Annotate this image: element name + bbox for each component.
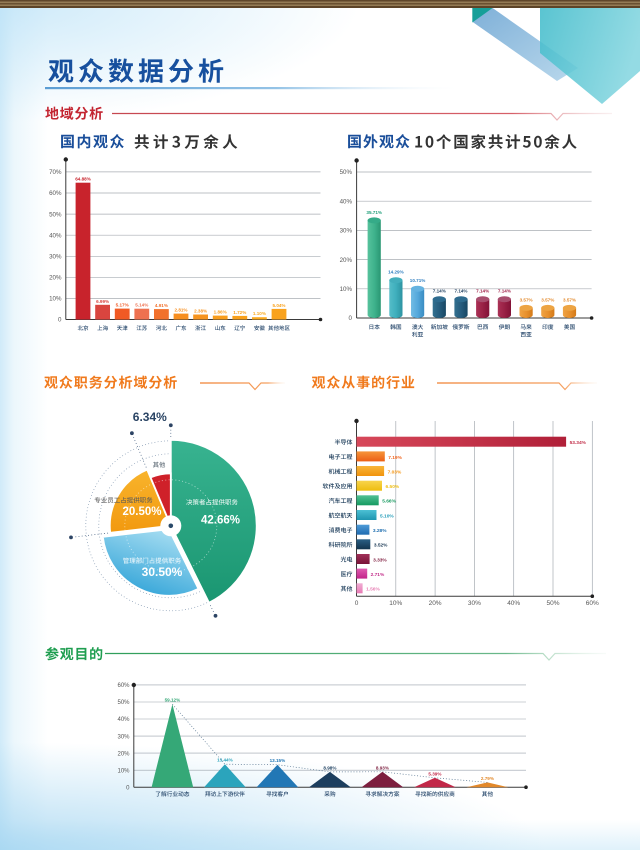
svg-text:20%: 20% (429, 600, 442, 607)
svg-text:13.15%: 13.15% (270, 758, 286, 763)
svg-text:5.04%: 5.04% (272, 303, 285, 308)
svg-text:0: 0 (349, 315, 353, 322)
svg-text:53.34%: 53.34% (570, 440, 587, 446)
svg-text:0: 0 (126, 785, 130, 791)
svg-text:1.72%: 1.72% (233, 310, 246, 315)
svg-text:1.86%: 1.86% (214, 310, 227, 315)
svg-text:6.34%: 6.34% (133, 410, 167, 424)
svg-text:3.52%: 3.52% (374, 543, 388, 549)
svg-text:8.98%: 8.98% (323, 765, 336, 770)
svg-text:5.39%: 5.39% (428, 771, 441, 776)
svg-text:4.91%: 4.91% (155, 303, 168, 308)
svg-text:1.10%: 1.10% (253, 311, 266, 316)
svg-text:40%: 40% (340, 198, 353, 205)
svg-text:40%: 40% (507, 600, 520, 607)
svg-text:5.10%: 5.10% (380, 513, 394, 519)
svg-text:30%: 30% (49, 253, 62, 260)
svg-text:30%: 30% (468, 600, 481, 607)
svg-text:30%: 30% (117, 734, 130, 740)
svg-text:20%: 20% (49, 275, 62, 282)
svg-text:30%: 30% (340, 228, 353, 235)
svg-text:64.88%: 64.88% (75, 177, 91, 182)
svg-text:7.14%: 7.14% (454, 289, 467, 294)
svg-text:3.57%: 3.57% (563, 297, 576, 302)
svg-text:2.71%: 2.71% (371, 572, 385, 578)
svg-text:50%: 50% (49, 211, 62, 218)
svg-text:3.33%: 3.33% (373, 557, 387, 563)
svg-text:20.50%: 20.50% (122, 506, 161, 518)
svg-text:20%: 20% (340, 257, 353, 264)
svg-text:50%: 50% (546, 600, 559, 607)
svg-text:8.93%: 8.93% (376, 765, 389, 770)
svg-text:0: 0 (58, 317, 62, 324)
svg-text:10%: 10% (49, 296, 62, 303)
svg-text:2.38%: 2.38% (194, 308, 207, 313)
svg-text:7.14%: 7.14% (433, 289, 446, 294)
svg-text:6.99%: 6.99% (96, 299, 109, 304)
svg-text:3.57%: 3.57% (541, 297, 554, 302)
svg-text:3.28%: 3.28% (373, 528, 387, 534)
svg-text:35.71%: 35.71% (366, 210, 382, 215)
svg-text:59.12%: 59.12% (165, 698, 181, 703)
svg-text:2.79%: 2.79% (481, 776, 494, 781)
svg-text:13.44%: 13.44% (217, 758, 233, 763)
svg-text:10%: 10% (340, 286, 353, 293)
svg-text:7.03%: 7.03% (388, 469, 402, 475)
svg-text:30.50%: 30.50% (142, 565, 183, 579)
svg-text:10%: 10% (117, 768, 130, 774)
svg-text:70%: 70% (49, 169, 62, 176)
svg-text:7.14%: 7.14% (476, 289, 489, 294)
svg-text:60%: 60% (49, 190, 62, 197)
svg-text:5.66%: 5.66% (382, 499, 396, 505)
svg-text:1.56%: 1.56% (366, 587, 380, 593)
svg-text:6.50%: 6.50% (386, 484, 400, 490)
svg-text:50%: 50% (117, 700, 130, 706)
svg-text:40%: 40% (117, 717, 130, 723)
svg-text:5.17%: 5.17% (116, 303, 129, 308)
svg-text:40%: 40% (49, 232, 62, 239)
svg-text:10%: 10% (389, 600, 402, 607)
svg-text:7.14%: 7.14% (498, 289, 511, 294)
svg-text:42.66%: 42.66% (201, 515, 240, 527)
svg-text:3.57%: 3.57% (520, 297, 533, 302)
svg-text:2.81%: 2.81% (174, 308, 187, 313)
svg-text:60%: 60% (586, 600, 599, 607)
svg-text:14.29%: 14.29% (388, 270, 404, 275)
svg-text:20%: 20% (117, 751, 130, 757)
svg-text:7.19%: 7.19% (388, 455, 402, 461)
svg-text:10.71%: 10.71% (410, 278, 426, 283)
svg-text:5.14%: 5.14% (135, 303, 148, 308)
svg-text:50%: 50% (340, 169, 353, 176)
svg-text:60%: 60% (117, 683, 130, 689)
svg-text:0: 0 (355, 600, 359, 607)
